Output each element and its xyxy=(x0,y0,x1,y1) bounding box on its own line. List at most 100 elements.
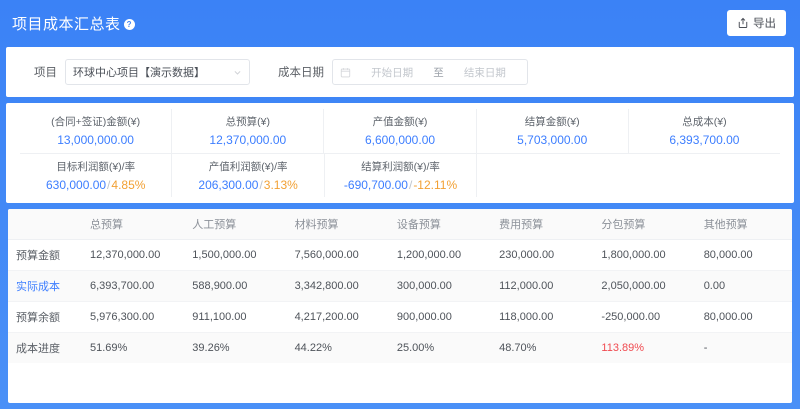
table-header-row: 总预算 人工预算 材料预算 设备预算 费用预算 分包预算 其他预算 xyxy=(8,209,792,240)
summary-card-label: 总预算(¥) xyxy=(225,116,270,129)
table-cell: 12,370,000.00 xyxy=(76,239,179,271)
summary-card-total-budget: 总预算(¥) 12,370,000.00 xyxy=(172,109,325,153)
summary-card-label: 目标利润额(¥)/率 xyxy=(56,160,136,173)
table-body: 预算金额 12,370,000.00 1,500,000.00 7,560,000.0… xyxy=(8,239,792,363)
profit-amount: -690,700.00 xyxy=(343,177,408,192)
summary-card-value: 6,600,000.00 xyxy=(364,133,436,148)
table-cell: 6,393,700.00 xyxy=(76,270,179,302)
table-row: 预算金额 12,370,000.00 1,500,000.00 7,560,000.0… xyxy=(8,239,792,271)
summary-card-value: 206,300.00/3.13% xyxy=(198,177,298,192)
summary-card-label: 总成本(¥) xyxy=(682,116,727,129)
table-cell: 230,000.00 xyxy=(485,239,588,271)
start-date-input[interactable]: 开始日期 xyxy=(371,66,414,79)
profit-rate: -12.11% xyxy=(413,177,458,192)
profit-amount: 206,300.00 xyxy=(198,177,259,192)
table-cell: 7,560,000.00 xyxy=(280,239,383,271)
cost-summary-table: 总预算 人工预算 材料预算 设备预算 费用预算 分包预算 其他预算 预算金额 12,370,0… xyxy=(8,209,792,363)
filter-panel: 项目 环球中心项目【演示数据】 成本日期 开始日期 至 结束日期 xyxy=(6,47,794,97)
table-header-2: 人工预算 xyxy=(178,209,281,240)
table-cell: 900,000.00 xyxy=(382,301,486,333)
table-cell: 2,050,000.00 xyxy=(587,270,690,302)
table-cell: 48.70% xyxy=(485,332,588,363)
export-button-label: 导出 xyxy=(753,18,776,30)
summary-card-contract-amount: (合同+签证)金额(¥) 13,000,000.00 xyxy=(20,109,173,153)
summary-card-label: 产值利润额(¥)/率 xyxy=(208,160,288,173)
summary-card-value: -690,700.00/-12.11% xyxy=(343,177,458,192)
project-filter: 项目 环球中心项目【演示数据】 xyxy=(34,59,250,85)
title-group: 项目成本汇总表 ? xyxy=(12,13,135,34)
export-icon xyxy=(738,17,748,28)
table-header-corner xyxy=(8,209,76,240)
table-cell: 300,000.00 xyxy=(382,270,486,302)
summary-card-label: 产值金额(¥) xyxy=(372,116,428,129)
table-cell: 113.89% xyxy=(587,332,690,363)
summary-card-value: 630,000.00/4.85% xyxy=(45,177,146,192)
table-header-7: 其他预算 xyxy=(689,209,792,240)
table-row-label: 成本进度 xyxy=(8,332,76,363)
summary-card-value: 6,393,700.00 xyxy=(669,133,740,148)
summary-card-settlement-profit: 结算利润额(¥)/率 -690,700.00/-12.11% xyxy=(325,153,478,197)
table-cell: 5,976,300.00 xyxy=(76,301,179,333)
summary-card-value: 5,703,000.00 xyxy=(517,133,588,148)
table-row: 成本进度 51.69% 39.26% 44.22% 25.00% 48.70% 113.89… xyxy=(8,332,792,363)
table-cell: 1,500,000.00 xyxy=(178,239,281,271)
project-select[interactable]: 环球中心项目【演示数据】 xyxy=(65,59,250,85)
page-header: 项目成本汇总表 ? 导出 xyxy=(6,5,794,41)
question-circle-icon[interactable]: ? xyxy=(123,19,135,30)
summary-card-value: 12,370,000.00 xyxy=(209,133,287,148)
end-date-input[interactable]: 结束日期 xyxy=(463,66,506,79)
table-header-6: 分包预算 xyxy=(587,209,690,240)
summary-card-output-value: 产值金额(¥) 6,600,000.00 xyxy=(324,109,477,153)
cost-date-filter-label: 成本日期 xyxy=(278,67,324,79)
summary-card-target-profit: 目标利润额(¥)/率 630,000.00/4.85% xyxy=(20,153,173,197)
page-title: 项目成本汇总表 xyxy=(12,15,121,33)
profit-rate: 3.13% xyxy=(263,177,298,192)
table-cell: 80,000.00 xyxy=(689,239,792,271)
table-row-label: 预算金额 xyxy=(8,239,76,271)
cost-summary-table-panel: 总预算 人工预算 材料预算 设备预算 费用预算 分包预算 其他预算 预算金额 12,370,0… xyxy=(8,209,792,403)
table-header-3: 材料预算 xyxy=(280,209,383,240)
table-cell: 80,000.00 xyxy=(689,301,792,333)
table-cell: 25.00% xyxy=(382,332,486,363)
summary-card-label: (合同+签证)金额(¥) xyxy=(51,116,141,129)
table-cell: 0.00 xyxy=(689,270,792,302)
summary-card-settlement-amount: 结算金额(¥) 5,703,000.00 xyxy=(477,109,629,153)
table-cell: 1,200,000.00 xyxy=(382,239,486,271)
calendar-icon xyxy=(340,67,351,77)
table-cell: 118,000.00 xyxy=(485,301,588,333)
summary-card-value: 13,000,000.00 xyxy=(57,133,134,148)
table-cell: 1,800,000.00 xyxy=(587,239,690,271)
chevron-down-icon xyxy=(234,70,241,75)
summary-card-label: 结算金额(¥) xyxy=(524,116,580,129)
summary-spacer xyxy=(477,154,628,198)
table-cell: 911,100.00 xyxy=(178,301,281,333)
cost-date-filter: 成本日期 开始日期 至 结束日期 xyxy=(278,59,528,85)
table-row-label[interactable]: 实际成本 xyxy=(8,270,76,302)
table-cell: 112,000.00 xyxy=(485,270,588,302)
summary-panel: (合同+签证)金额(¥) 13,000,000.00 总预算(¥) 12,370… xyxy=(6,103,794,203)
project-filter-label: 项目 xyxy=(34,67,57,79)
profit-rate: 4.85% xyxy=(111,177,146,192)
table-cell: - xyxy=(689,332,792,363)
table-cell: 44.22% xyxy=(280,332,383,363)
export-button[interactable]: 导出 xyxy=(727,10,786,36)
table-header-4: 设备预算 xyxy=(382,209,486,240)
summary-card-output-profit: 产值利润额(¥)/率 206,300.00/3.13% xyxy=(172,153,325,197)
table-cell: -250,000.00 xyxy=(587,301,690,333)
project-select-value: 环球中心项目【演示数据】 xyxy=(73,67,205,79)
date-range-separator: 至 xyxy=(433,66,444,79)
table-head: 总预算 人工预算 材料预算 设备预算 费用预算 分包预算 其他预算 xyxy=(8,209,792,240)
table-cell: 4,217,200.00 xyxy=(280,301,383,333)
summary-row-profits: 目标利润额(¥)/率 630,000.00/4.85% 产值利润额(¥)/率 2… xyxy=(20,153,780,198)
table-cell: 588,900.00 xyxy=(178,270,281,302)
table-header-5: 费用预算 xyxy=(485,209,588,240)
summary-spacer xyxy=(629,154,780,198)
table-row: 实际成本 6,393,700.00 588,900.00 3,342,800.00 30… xyxy=(8,270,792,302)
table-cell: 3,342,800.00 xyxy=(280,270,383,302)
profit-amount: 630,000.00 xyxy=(45,177,107,192)
table-cell: 51.69% xyxy=(76,332,179,363)
summary-card-label: 结算利润额(¥)/率 xyxy=(361,160,440,173)
cost-date-range-picker[interactable]: 开始日期 至 结束日期 xyxy=(332,59,528,85)
table-header-1: 总预算 xyxy=(76,209,179,240)
summary-row-amounts: (合同+签证)金额(¥) 13,000,000.00 总预算(¥) 12,370… xyxy=(20,109,780,154)
